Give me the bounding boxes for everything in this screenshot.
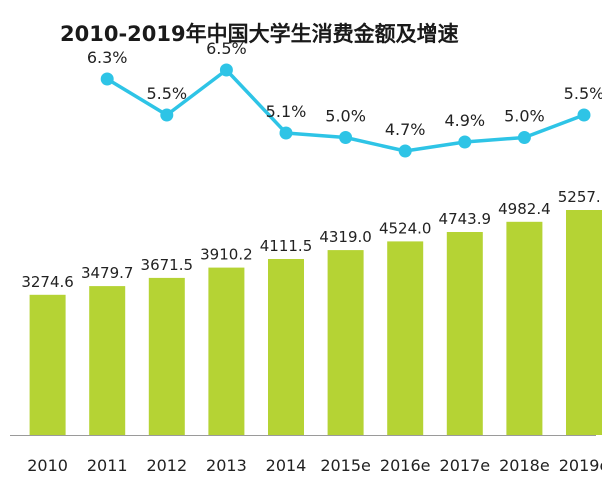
bar-value-label-2017e: 4743.9 bbox=[439, 210, 492, 228]
bar-value-label-2014: 4111.5 bbox=[260, 237, 313, 255]
bar-value-label-2011: 3479.7 bbox=[81, 264, 134, 282]
growth-rate-label-2012: 5.5% bbox=[146, 84, 187, 103]
growth-rate-label-2017e: 4.9% bbox=[444, 111, 485, 130]
x-tick-label-2014: 2014 bbox=[266, 456, 307, 475]
bar-value-label-2013: 3910.2 bbox=[200, 246, 253, 264]
growth-rate-label-2019e: 5.5% bbox=[564, 84, 602, 103]
growth-rate-label-2016e: 4.7% bbox=[385, 120, 426, 139]
bar-2011 bbox=[89, 286, 126, 435]
x-tick-label-2017e: 2017e bbox=[440, 456, 491, 475]
bar-value-label-2019e: 5257.1 bbox=[558, 188, 602, 206]
chart-title: 2010-2019年中国大学生消费金额及增速 bbox=[60, 22, 459, 46]
growth-rate-label-2015e: 5.0% bbox=[325, 107, 366, 126]
bar-value-label-2016e: 4524.0 bbox=[379, 219, 432, 237]
bar-value-label-2015e: 4319.0 bbox=[319, 228, 372, 246]
bar-value-label-2010: 3274.6 bbox=[21, 273, 74, 291]
bar-2010 bbox=[29, 294, 66, 435]
bar-2016e bbox=[387, 241, 424, 435]
growth-rate-point-2012 bbox=[160, 108, 174, 122]
growth-rate-point-2018e bbox=[517, 131, 531, 144]
growth-rate-point-2013 bbox=[219, 63, 233, 77]
bar-2015e bbox=[327, 250, 364, 435]
growth-rate-label-2014: 5.1% bbox=[266, 102, 307, 121]
bar-2018e bbox=[506, 221, 543, 435]
growth-rate-point-2016e bbox=[398, 144, 412, 158]
bar-2019e bbox=[566, 210, 602, 435]
bar-2017e bbox=[446, 232, 483, 435]
bar-value-label-2018e: 4982.4 bbox=[498, 200, 551, 218]
x-tick-label-2015e: 2015e bbox=[320, 456, 371, 475]
growth-rate-point-2014 bbox=[279, 126, 293, 140]
x-tick-label-2011: 2011 bbox=[87, 456, 128, 475]
growth-rate-point-2011 bbox=[100, 72, 114, 86]
growth-rate-label-2013: 6.5% bbox=[206, 39, 247, 58]
bar-2012 bbox=[148, 277, 185, 435]
x-tick-label-2018e: 2018e bbox=[499, 456, 550, 475]
x-tick-label-2010: 2010 bbox=[27, 456, 68, 475]
growth-rate-point-2015e bbox=[339, 131, 353, 144]
bar-2013 bbox=[208, 267, 245, 435]
x-tick-label-2012: 2012 bbox=[146, 456, 187, 475]
growth-rate-label-2011: 6.3% bbox=[87, 48, 128, 67]
x-tick-label-2019e: 2019e bbox=[559, 456, 602, 475]
growth-rate-label-2018e: 5.0% bbox=[504, 107, 545, 126]
x-tick-label-2016e: 2016e bbox=[380, 456, 431, 475]
bar-value-label-2012: 3671.5 bbox=[141, 256, 194, 274]
growth-rate-point-2017e bbox=[458, 135, 472, 149]
bar-2014 bbox=[268, 259, 304, 435]
growth-rate-point-2019e bbox=[577, 108, 591, 122]
x-tick-label-2013: 2013 bbox=[206, 456, 247, 475]
